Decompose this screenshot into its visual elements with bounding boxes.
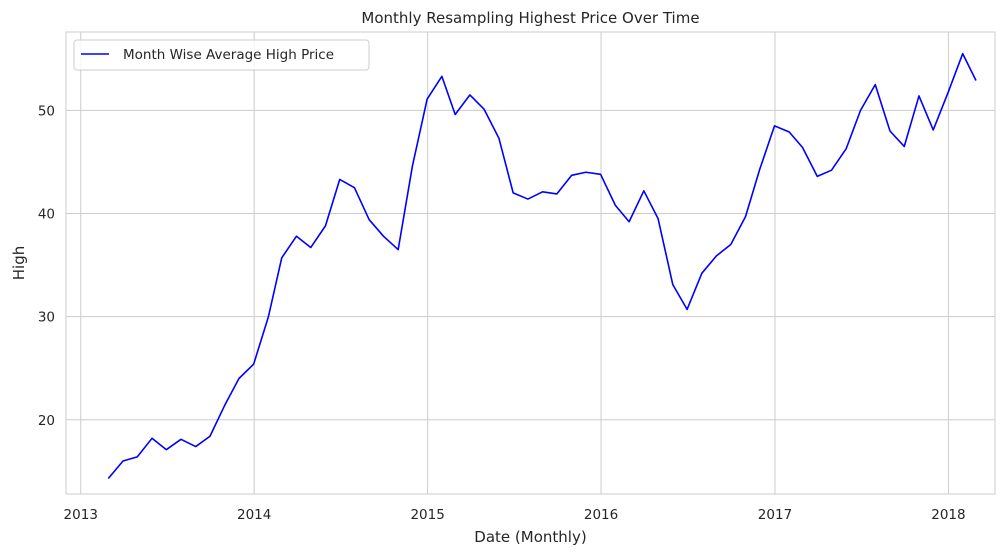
y-tick-label: 50 [38, 103, 55, 119]
x-tick-label: 2017 [758, 507, 792, 523]
y-axis-ticks: 20 30 40 50 [38, 103, 55, 428]
plot-area [66, 32, 995, 494]
legend-label: Month Wise Average High Price [123, 47, 334, 63]
x-tick-label: 2014 [237, 507, 271, 523]
x-tick-label: 2015 [410, 507, 444, 523]
x-tick-label: 2018 [931, 507, 965, 523]
series-lines [107, 52, 977, 480]
y-tick-label: 30 [38, 310, 55, 326]
y-axis-label: High [10, 246, 28, 280]
legend: Month Wise Average High Price [73, 39, 370, 71]
x-tick-label: 2013 [64, 507, 98, 523]
x-axis-ticks: 2013 2014 2015 2016 2017 2018 [64, 507, 966, 523]
y-tick-label: 20 [38, 413, 55, 429]
x-tick-label: 2016 [584, 507, 618, 523]
grid [66, 32, 995, 494]
y-tick-label: 40 [38, 207, 55, 223]
legend-box [73, 39, 370, 71]
plot-frame [65, 31, 996, 495]
series-line-0 [107, 52, 977, 480]
chart-title: Monthly Resampling Highest Price Over Ti… [361, 9, 699, 27]
x-axis-label: Date (Monthly) [474, 528, 586, 546]
